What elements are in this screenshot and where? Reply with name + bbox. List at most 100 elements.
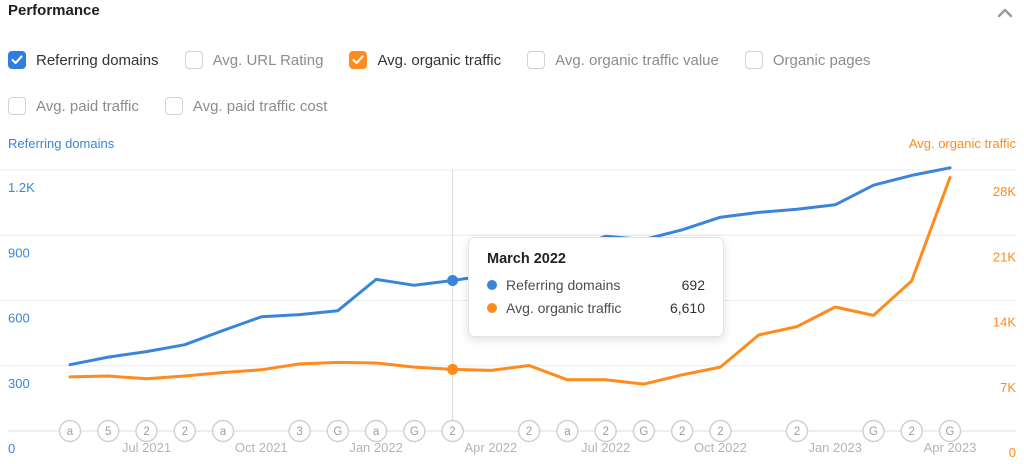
event-marker-glyph: G [410, 426, 419, 438]
event-marker-glyph: 5 [105, 426, 111, 438]
event-marker-2[interactable] [441, 419, 464, 443]
tooltip: March 2022 Referring domains 692 Avg. or… [468, 237, 724, 337]
event-marker-glyph: a [67, 426, 74, 438]
event-marker-glyph: 2 [143, 426, 149, 438]
event-marker-a[interactable] [58, 419, 82, 443]
tooltip-row: Referring domains 692 [487, 277, 705, 293]
event-marker-2[interactable] [900, 419, 923, 443]
event-marker-2[interactable] [173, 419, 196, 443]
x-axis-tick: Jul 2021 [122, 440, 171, 455]
metric-label: Avg. organic traffic [377, 51, 502, 69]
event-marker-glyph: 2 [602, 426, 608, 438]
tooltip-title: March 2022 [487, 251, 566, 267]
event-marker-2[interactable] [709, 419, 732, 443]
event-marker-2[interactable] [135, 419, 158, 443]
x-axis-tick: Jan 2023 [808, 440, 862, 455]
event-marker-glyph: 2 [717, 426, 723, 438]
metric-checkbox-avg-url-rating[interactable]: Avg. URL Rating [184, 51, 324, 69]
event-marker-2[interactable] [670, 419, 694, 443]
right-axis-tick: 21K [993, 249, 1016, 264]
metrics-row-2: Avg. paid traffic Avg. paid traffic cost [8, 97, 327, 115]
checkbox-checked-icon[interactable] [349, 51, 368, 69]
event-marker-a[interactable] [211, 419, 235, 443]
event-marker-glyph: 2 [449, 426, 455, 438]
event-marker-5[interactable] [97, 419, 120, 443]
right-axis-title: Avg. organic traffic [908, 136, 1016, 151]
event-marker-a[interactable] [364, 419, 388, 443]
chevron-up-icon [997, 8, 1013, 18]
metric-checkbox-avg-organic-traffic[interactable]: Avg. organic traffic [349, 51, 501, 69]
x-axis-tick: Jan 2022 [349, 440, 403, 455]
left-axis-tick: 0 [8, 441, 15, 456]
event-marker-a[interactable] [556, 419, 579, 443]
x-axis-tick: Apr 2023 [924, 440, 977, 455]
x-axis-tick: Oct 2022 [694, 440, 747, 455]
metric-label: Avg. paid traffic cost [192, 97, 328, 115]
event-marker-3[interactable] [288, 419, 311, 443]
event-marker-glyph: a [373, 426, 380, 438]
x-axis-tick: Apr 2022 [464, 440, 517, 455]
event-marker-glyph: G [946, 426, 955, 438]
metric-label: Avg. paid traffic [36, 97, 139, 115]
event-marker-2[interactable] [517, 419, 541, 443]
event-marker-glyph: a [564, 426, 571, 438]
left-axis-title: Referring domains [8, 136, 115, 151]
event-marker-glyph: 2 [909, 426, 915, 438]
metric-label: Avg. organic traffic value [555, 51, 719, 69]
event-marker-2[interactable] [785, 419, 809, 443]
event-marker-G[interactable] [326, 419, 350, 443]
performance-chart[interactable]: 1.2K 900 600 300 0 28K 21K 14K 7K 0 Jul 2021 Oct 20… [0, 160, 1024, 464]
event-marker-glyph: G [333, 426, 342, 438]
organic-traffic-dot-icon [487, 303, 497, 313]
event-marker-glyph: G [869, 426, 878, 438]
x-axis-tick: Oct 2021 [235, 440, 288, 455]
left-axis-tick: 900 [8, 245, 30, 260]
left-axis-tick: 1.2K [8, 180, 35, 195]
right-axis-tick: 28K [993, 184, 1016, 199]
avg-organic-traffic-highlight-dot [447, 363, 459, 375]
checkbox-unchecked-icon[interactable] [744, 51, 763, 69]
metric-checkbox-avg-organic-traffic-value[interactable]: Avg. organic traffic value [527, 51, 719, 69]
left-axis-tick: 600 [8, 311, 30, 326]
referring-domains-dot-icon [487, 280, 497, 290]
metric-checkbox-avg-paid-traffic-cost[interactable]: Avg. paid traffic cost [164, 97, 328, 115]
metric-checkbox-referring-domains[interactable]: Referring domains [8, 51, 159, 69]
checkbox-unchecked-icon[interactable] [184, 51, 203, 69]
metric-checkbox-organic-pages[interactable]: Organic pages [744, 51, 871, 69]
referring-domains-highlight-dot [447, 274, 459, 286]
metric-checkbox-avg-paid-traffic[interactable]: Avg. paid traffic [8, 97, 139, 115]
event-marker-glyph: 2 [679, 426, 685, 438]
metric-label: Organic pages [772, 51, 871, 69]
tooltip-row-value: 692 [681, 277, 705, 293]
metrics-row-1: Referring domains Avg. URL Rating Avg. org… [8, 51, 870, 69]
collapse-button[interactable] [994, 2, 1016, 24]
event-marker-G[interactable] [862, 419, 885, 443]
checkbox-unchecked-icon[interactable] [527, 51, 546, 69]
event-marker-glyph: 2 [794, 426, 800, 438]
event-marker-glyph: a [220, 426, 227, 438]
metric-label: Referring domains [36, 51, 159, 69]
avg-organic-traffic-line [68, 176, 952, 386]
tooltip-row-label: Referring domains [506, 277, 621, 293]
event-marker-G[interactable] [403, 419, 426, 443]
panel-title: Performance [8, 2, 100, 19]
left-axis-tick: 300 [8, 376, 30, 391]
metric-label: Avg. URL Rating [212, 51, 324, 69]
event-marker-G[interactable] [938, 419, 962, 443]
checkbox-checked-icon[interactable] [8, 51, 26, 69]
event-marker-glyph: 2 [526, 426, 532, 438]
right-axis-tick: 7K [1000, 380, 1016, 395]
x-axis-tick: Jul 2022 [581, 440, 630, 455]
event-marker-glyph: 3 [296, 426, 302, 438]
event-marker-glyph: G [639, 426, 648, 438]
event-marker-glyph: 2 [182, 426, 188, 438]
tooltip-row-value: 6,610 [669, 300, 705, 316]
right-axis-tick: 14K [993, 315, 1016, 330]
tooltip-row: Avg. organic traffic 6,610 [487, 300, 705, 316]
event-marker-G[interactable] [632, 419, 656, 443]
right-axis-tick: 0 [1009, 445, 1016, 460]
event-marker-2[interactable] [594, 419, 617, 443]
checkbox-unchecked-icon[interactable] [8, 97, 26, 115]
checkbox-unchecked-icon[interactable] [164, 97, 183, 115]
